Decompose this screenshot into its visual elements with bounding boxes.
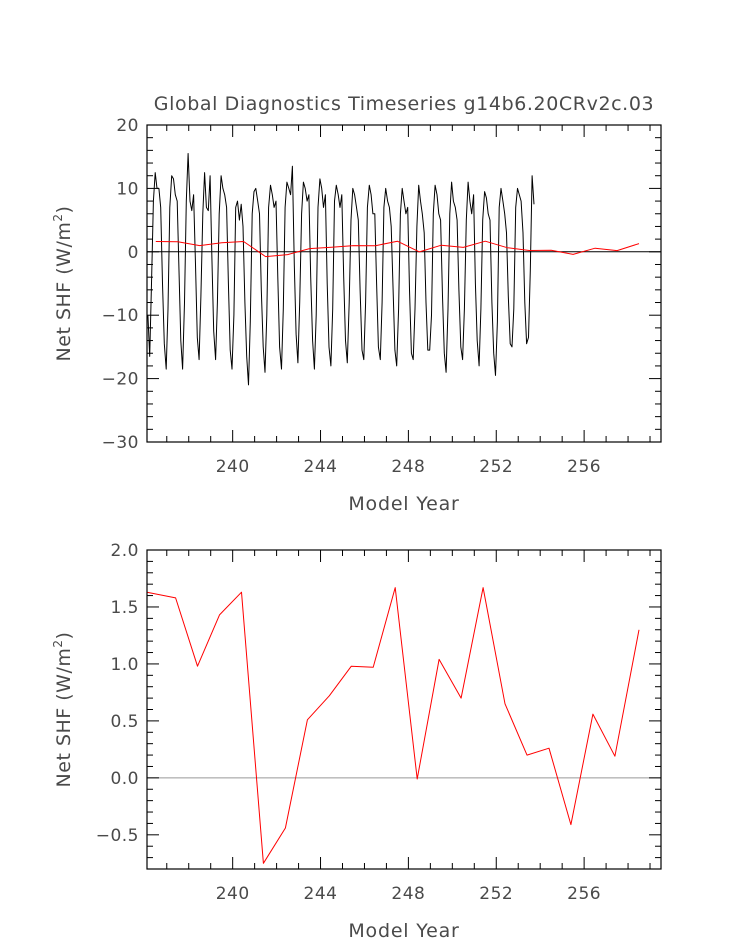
y-axis-label: Net SHF (W/m2) bbox=[51, 632, 75, 788]
y-tick-label: 0.0 bbox=[110, 769, 139, 789]
x-tick-label: 248 bbox=[391, 457, 425, 477]
y-axis-label-superscript: 2 bbox=[51, 213, 65, 221]
monthly-series-line bbox=[147, 153, 535, 386]
plot-frame bbox=[146, 124, 662, 443]
x-tick-label: 252 bbox=[479, 457, 513, 477]
x-tick-label: 240 bbox=[216, 457, 250, 477]
y-tick-label: −30 bbox=[102, 433, 139, 453]
y-tick-label: 10 bbox=[116, 179, 139, 199]
y-tick-label: −20 bbox=[102, 370, 139, 390]
y-axis-label-superscript: 2 bbox=[51, 639, 65, 647]
x-tick-label: 244 bbox=[304, 884, 338, 904]
bottom-panel: 240 244 248 252 256 −0.5 0.0 0.5 1.0 1.5 2.0 Model… bbox=[51, 541, 662, 942]
y-tick-label: −0.5 bbox=[96, 826, 139, 846]
y-tick-label: 1.5 bbox=[110, 598, 139, 618]
chart-title: Global Diagnostics Timeseries g14b6.20CR… bbox=[154, 93, 654, 115]
annual-series-line bbox=[146, 587, 640, 864]
x-tick-label: 256 bbox=[567, 457, 601, 477]
y-tick-label: 2.0 bbox=[110, 541, 139, 561]
x-axis-label: Model Year bbox=[348, 920, 459, 942]
x-tick-label: 240 bbox=[216, 884, 250, 904]
y-axis-label-end: ) bbox=[53, 206, 75, 214]
y-tick-label: 20 bbox=[116, 116, 139, 136]
y-tick-label: 0 bbox=[128, 243, 139, 263]
y-tick-label: 1.0 bbox=[110, 655, 139, 675]
y-axis-label: Net SHF (W/m2) bbox=[51, 206, 75, 362]
y-tick-label: 0.5 bbox=[110, 712, 139, 732]
y-axis-label-main: Net SHF (W/m bbox=[53, 648, 75, 788]
x-tick-label: 244 bbox=[304, 457, 338, 477]
y-tick-label: −10 bbox=[102, 306, 139, 326]
x-tick-label: 252 bbox=[479, 884, 513, 904]
plot-frame bbox=[146, 549, 662, 870]
annual-series-line bbox=[155, 240, 640, 258]
y-axis-label-main: Net SHF (W/m bbox=[53, 222, 75, 362]
x-tick-label: 256 bbox=[567, 884, 601, 904]
x-axis-label: Model Year bbox=[348, 493, 459, 515]
y-axis-label-end: ) bbox=[53, 632, 75, 640]
top-panel: 240 244 248 252 256 −30 −20 −10 0 10 20 Model Year… bbox=[51, 116, 662, 515]
x-tick-label: 248 bbox=[391, 884, 425, 904]
